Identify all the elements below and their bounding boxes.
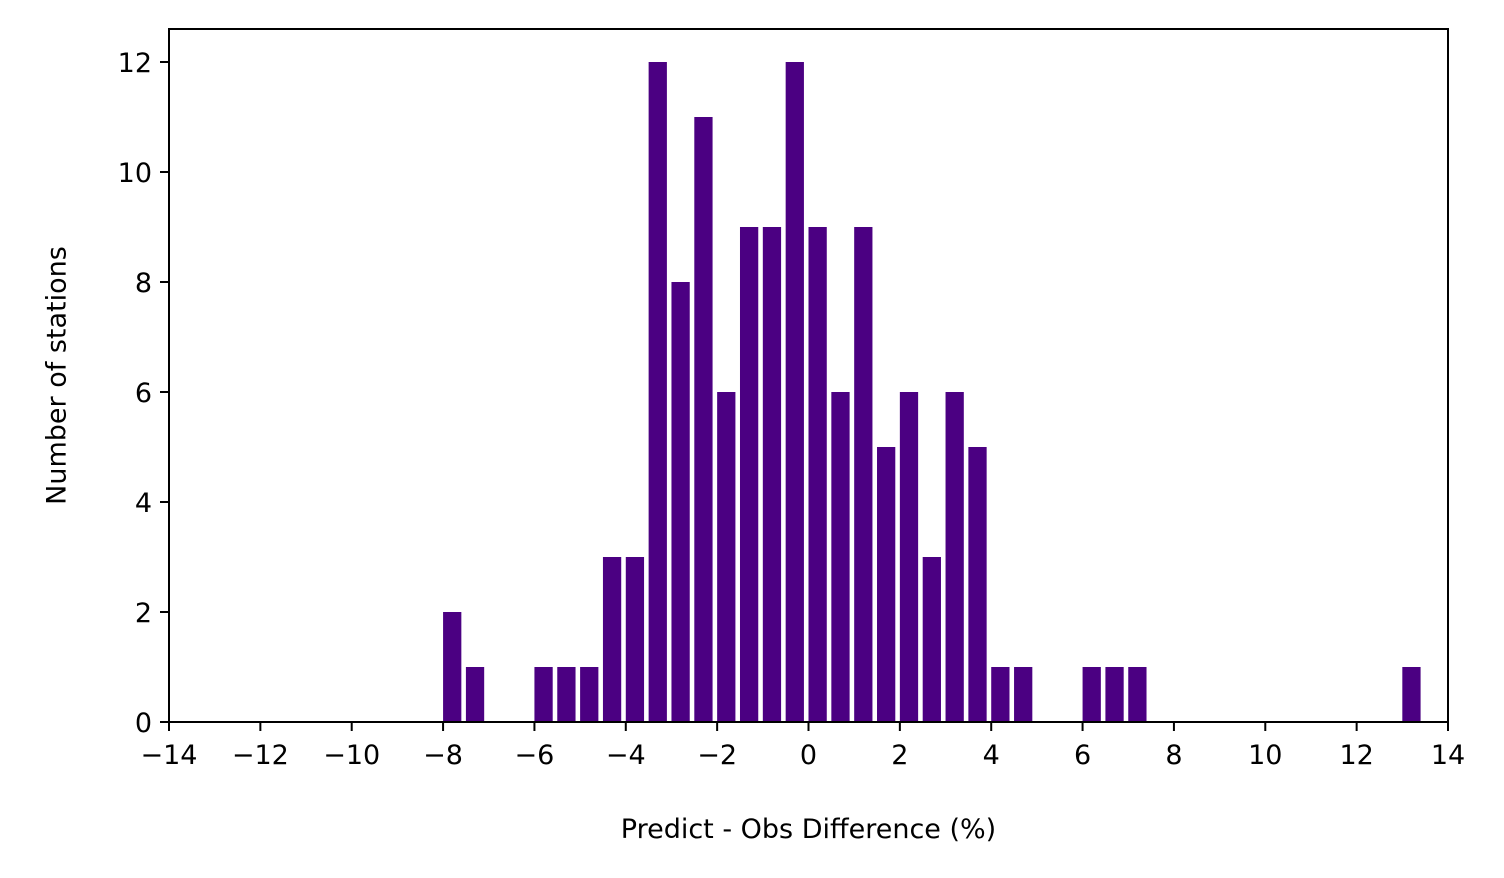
bar bbox=[762, 227, 782, 722]
y-tick-label: 4 bbox=[135, 488, 152, 519]
bar bbox=[831, 392, 850, 722]
x-tick-label: −4 bbox=[606, 740, 646, 771]
bar bbox=[625, 557, 645, 722]
bar bbox=[557, 667, 576, 722]
bar bbox=[739, 227, 759, 722]
x-tick-label: −10 bbox=[323, 740, 380, 771]
y-tick-label: 6 bbox=[135, 378, 152, 409]
x-axis-ticks: −14 −12 −10 −8 −6 −4 −2 0 2 4 6 8 10 12 14 bbox=[141, 722, 1465, 771]
bar bbox=[580, 667, 599, 722]
bar bbox=[945, 392, 964, 722]
x-tick-label: 12 bbox=[1339, 740, 1373, 771]
bar bbox=[1105, 667, 1124, 722]
x-tick-label: −6 bbox=[515, 740, 555, 771]
y-tick-label: 8 bbox=[135, 268, 152, 299]
bar bbox=[694, 117, 713, 722]
bar bbox=[922, 557, 941, 722]
bar bbox=[671, 282, 690, 722]
x-tick-label: 0 bbox=[800, 740, 817, 771]
bar bbox=[465, 667, 485, 722]
bar bbox=[991, 667, 1010, 722]
bar bbox=[877, 447, 896, 722]
bar bbox=[854, 227, 873, 722]
x-tick-label: −2 bbox=[697, 740, 737, 771]
bar bbox=[1402, 667, 1421, 722]
bar bbox=[534, 667, 553, 722]
x-axis-label: Predict - Obs Difference (%) bbox=[621, 814, 996, 845]
bar bbox=[785, 62, 804, 722]
x-tick-label: −12 bbox=[232, 740, 289, 771]
y-tick-label: 12 bbox=[118, 48, 152, 79]
bar bbox=[808, 227, 827, 722]
x-tick-label: 2 bbox=[891, 740, 908, 771]
bar bbox=[968, 447, 987, 722]
x-tick-label: 6 bbox=[1074, 740, 1091, 771]
x-tick-label: −14 bbox=[141, 740, 198, 771]
y-axis-ticks: 0 2 4 6 8 10 12 bbox=[118, 48, 169, 739]
y-axis-label: Number of stations bbox=[42, 246, 73, 505]
bar bbox=[443, 612, 462, 722]
x-tick-label: 10 bbox=[1248, 740, 1282, 771]
x-tick-label: 14 bbox=[1431, 740, 1465, 771]
bar bbox=[899, 392, 919, 722]
bar bbox=[602, 557, 622, 722]
bar bbox=[648, 62, 667, 722]
x-tick-label: −8 bbox=[423, 740, 463, 771]
bar bbox=[1014, 667, 1033, 722]
bar bbox=[717, 392, 736, 722]
x-tick-label: 4 bbox=[983, 740, 1000, 771]
bar bbox=[1128, 667, 1147, 722]
x-tick-label: 8 bbox=[1165, 740, 1182, 771]
y-tick-label: 10 bbox=[118, 158, 152, 189]
bar bbox=[1082, 667, 1101, 722]
y-tick-label: 2 bbox=[135, 598, 152, 629]
y-tick-label: 0 bbox=[135, 708, 152, 739]
bars-group bbox=[443, 62, 1421, 722]
plot-frame bbox=[168, 28, 1449, 723]
